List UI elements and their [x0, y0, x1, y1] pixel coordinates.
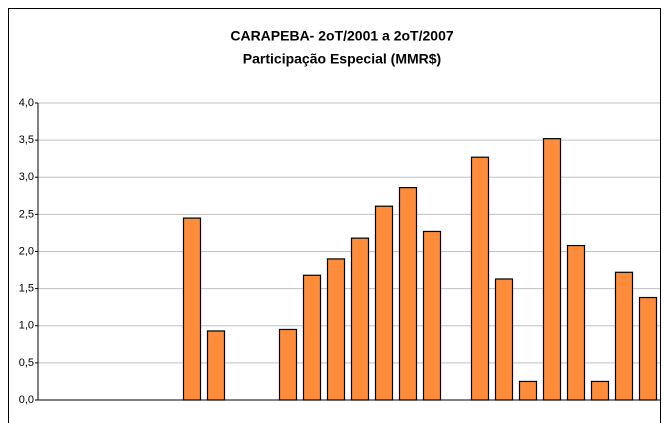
bar	[182, 217, 202, 401]
bar	[206, 330, 226, 401]
bar	[278, 328, 298, 401]
bar	[350, 237, 370, 401]
bar	[326, 258, 346, 401]
bar	[374, 205, 394, 401]
bar	[566, 244, 586, 401]
bar	[422, 230, 442, 401]
bar	[398, 187, 418, 401]
y-tick-label: 3,5	[19, 134, 34, 146]
chart-title: CARAPEBA- 2oT/2001 a 2oT/2007	[230, 28, 454, 44]
bar	[302, 274, 322, 401]
y-tick-label: 3,0	[19, 171, 34, 183]
bar	[470, 156, 490, 401]
bar	[518, 380, 538, 401]
bar	[614, 271, 634, 401]
bar	[638, 296, 658, 401]
y-tick-label: 1,5	[19, 283, 34, 295]
y-tick-label: 0,0	[19, 394, 34, 406]
bar	[590, 380, 610, 401]
y-tick-label: 2,5	[19, 208, 34, 220]
bar	[542, 138, 562, 401]
y-tick-label: 1,0	[19, 320, 34, 332]
bar	[494, 278, 514, 401]
y-tick-label: 2,0	[19, 245, 34, 257]
chart-subtitle: Participação Especial (MMR$)	[243, 51, 441, 67]
y-tick-label: 4,0	[19, 97, 34, 109]
y-tick-label: 0,5	[19, 357, 34, 369]
